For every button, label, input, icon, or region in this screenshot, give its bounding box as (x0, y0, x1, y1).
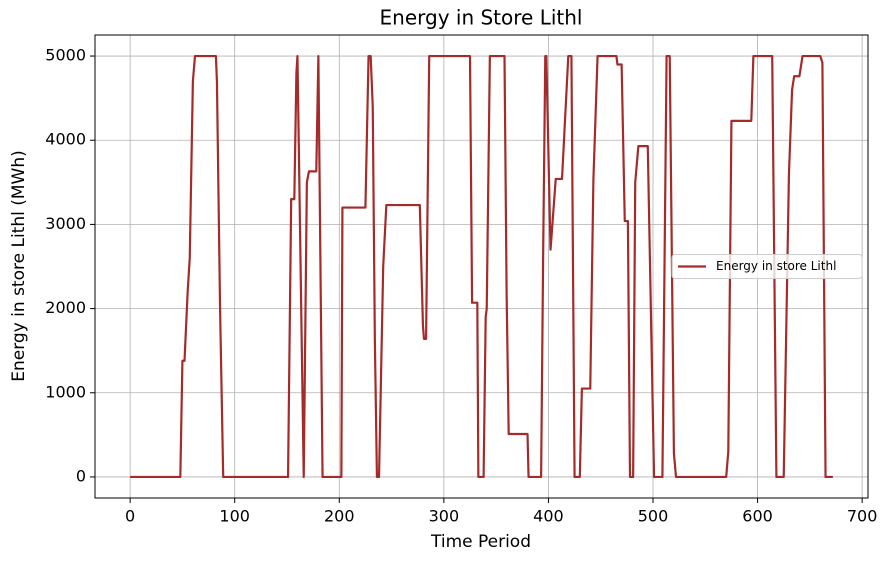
x-tick-label: 600 (742, 507, 773, 526)
y-tick-label: 4000 (45, 130, 86, 149)
y-axis-label: Energy in store Lithl (MWh) (9, 150, 29, 382)
x-tick-label: 700 (847, 507, 878, 526)
x-tick-label: 100 (219, 507, 250, 526)
x-tick-label: 400 (533, 507, 564, 526)
y-tick-label: 3000 (45, 214, 86, 233)
legend-box (671, 254, 863, 279)
x-axis-label: Time Period (430, 532, 531, 552)
x-tick-label: 200 (324, 507, 355, 526)
chart-title: Energy in Store Lithl (380, 6, 583, 30)
x-tick-label: 500 (638, 507, 669, 526)
line (130, 54, 833, 479)
x-tick-label: 0 (125, 507, 135, 526)
y-tick-label: 2000 (45, 298, 86, 317)
y-tick-label: 5000 (45, 46, 86, 65)
x-tick-label: 300 (429, 507, 460, 526)
plot-frame (94, 34, 869, 499)
legend-label: Energy in store Lithl (716, 259, 836, 273)
y-tick-label: 0 (76, 466, 86, 485)
y-tick-label: 1000 (45, 382, 86, 401)
